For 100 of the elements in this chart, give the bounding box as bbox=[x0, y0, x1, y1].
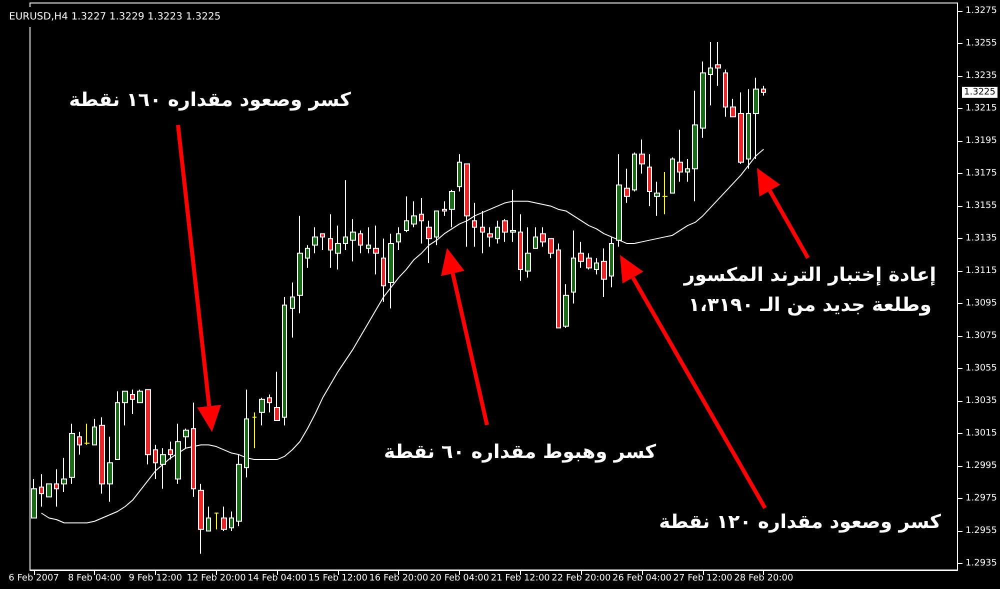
candlestick bbox=[191, 402, 196, 498]
x-tick-label: 15 Feb 12:00 bbox=[308, 574, 368, 584]
candlestick bbox=[343, 180, 348, 250]
candlestick bbox=[730, 98, 736, 118]
candlestick bbox=[373, 225, 379, 275]
annotation: كسر وصعود مقداره ١٢٠ نقطة bbox=[659, 511, 942, 533]
y-tick-label: 1.3035 bbox=[966, 396, 998, 406]
y-tick-label: 1.3115 bbox=[966, 266, 998, 276]
candlestick bbox=[115, 390, 120, 460]
candlestick bbox=[708, 41, 713, 106]
candlestick bbox=[502, 218, 508, 242]
candlestick bbox=[244, 389, 249, 478]
candlestick bbox=[39, 474, 44, 508]
candlestick bbox=[525, 226, 531, 278]
y-tick-label: 1.2935 bbox=[966, 558, 998, 568]
candlestick bbox=[320, 233, 325, 250]
candlestick bbox=[510, 189, 516, 242]
candlestick bbox=[685, 158, 690, 182]
candlestick bbox=[183, 428, 189, 449]
annotation: كسر وهبوط مقداره ٦٠ نقطة bbox=[384, 441, 658, 463]
candlestick bbox=[122, 390, 128, 426]
candlestick bbox=[290, 282, 295, 338]
candlestick bbox=[480, 210, 485, 254]
candlestick bbox=[381, 238, 386, 302]
y-tick-label: 1.3215 bbox=[966, 104, 998, 114]
candlestick bbox=[145, 389, 151, 465]
candlestick bbox=[738, 92, 744, 164]
y-tick-label: 1.3275 bbox=[966, 6, 998, 16]
candlestick bbox=[586, 252, 592, 270]
candlestick bbox=[442, 200, 447, 216]
y-tick-label: 1.3095 bbox=[966, 298, 998, 309]
candlestick bbox=[259, 397, 265, 426]
y-tick-label: 1.3075 bbox=[966, 331, 998, 342]
candlestick bbox=[267, 394, 272, 413]
candlestick bbox=[639, 138, 645, 174]
candlestick bbox=[495, 220, 500, 244]
annotation: إعادة إختبار الترند المكسور وطلعة جديد من الـ ١،٣١٩٠ bbox=[682, 264, 936, 316]
candlestick bbox=[137, 389, 143, 404]
candlestick bbox=[632, 152, 637, 192]
candlestick bbox=[692, 90, 698, 202]
x-tick-label: 9 Feb 12:00 bbox=[128, 574, 182, 584]
text: EURUSD,H4 1.3227 1.3229 1.3223 1.3225 bbox=[9, 12, 221, 22]
x-tick-label: 6 Feb 2007 bbox=[8, 574, 59, 584]
y-tick-label: 1.3015 bbox=[966, 428, 998, 439]
annotation: كسر وصعود مقداره ١٦٠ نقطة bbox=[69, 89, 352, 111]
candlestick bbox=[252, 412, 257, 449]
x-tick-label: 26 Feb 04:00 bbox=[612, 574, 672, 584]
candlestick bbox=[404, 196, 409, 233]
y-tick-label: 1.2975 bbox=[966, 494, 998, 504]
candlestick bbox=[221, 506, 227, 532]
candlestick bbox=[487, 226, 493, 248]
x-tick-label: 14 Feb 04:00 bbox=[248, 574, 307, 584]
candlestick bbox=[457, 154, 462, 192]
candlestick bbox=[518, 214, 523, 282]
y-tick-label: 1.2995 bbox=[966, 461, 998, 472]
candlestick bbox=[548, 238, 554, 259]
candlestick bbox=[69, 423, 75, 484]
candlestick bbox=[153, 444, 158, 480]
candlestick bbox=[647, 154, 652, 207]
candlestick bbox=[130, 389, 135, 415]
y-tick-label: 1.3135 bbox=[966, 234, 998, 244]
candlestick bbox=[107, 436, 113, 502]
candlestick bbox=[84, 423, 90, 446]
candlestick bbox=[160, 448, 166, 490]
x-tick-label: 28 Feb 20:00 bbox=[734, 574, 794, 584]
candlestick bbox=[662, 171, 668, 215]
candlestick bbox=[556, 242, 561, 328]
candlestick bbox=[434, 210, 439, 246]
candlestick bbox=[616, 154, 622, 248]
candlestick bbox=[214, 512, 219, 530]
candlestick bbox=[297, 215, 303, 314]
candlestick bbox=[388, 233, 394, 309]
candlestick bbox=[540, 226, 546, 248]
candlestick bbox=[358, 230, 363, 254]
candlestick bbox=[396, 226, 401, 250]
candlestick bbox=[563, 284, 569, 328]
candlestick bbox=[464, 163, 470, 248]
x-tick-label: 12 Feb 20:00 bbox=[186, 574, 246, 584]
x-tick-label: 22 Feb 20:00 bbox=[552, 574, 611, 584]
y-tick-label: 1.3055 bbox=[966, 364, 998, 374]
candlestick bbox=[198, 483, 204, 554]
candlestick bbox=[168, 441, 173, 460]
y-tick-label: 1.3175 bbox=[966, 168, 998, 179]
candlestick bbox=[274, 371, 280, 422]
x-tick-label: 16 Feb 20:00 bbox=[369, 574, 429, 584]
candlestick bbox=[670, 156, 675, 194]
candlestick bbox=[366, 226, 371, 254]
x-tick-label: 21 Feb 12:00 bbox=[490, 574, 550, 584]
y-tick-label: 1.3235 bbox=[966, 71, 998, 82]
candlestick bbox=[449, 189, 455, 228]
candlestick bbox=[723, 69, 728, 118]
candlestick bbox=[335, 225, 341, 270]
candlestick bbox=[624, 168, 630, 204]
x-tick-label: 27 Feb 12:00 bbox=[673, 574, 733, 584]
candlestick bbox=[578, 241, 584, 268]
candlestick bbox=[601, 248, 607, 298]
y-tick-label: 1.2955 bbox=[966, 526, 998, 536]
candlestick bbox=[305, 244, 310, 268]
candlestick bbox=[571, 230, 576, 304]
candlestick bbox=[761, 85, 766, 96]
